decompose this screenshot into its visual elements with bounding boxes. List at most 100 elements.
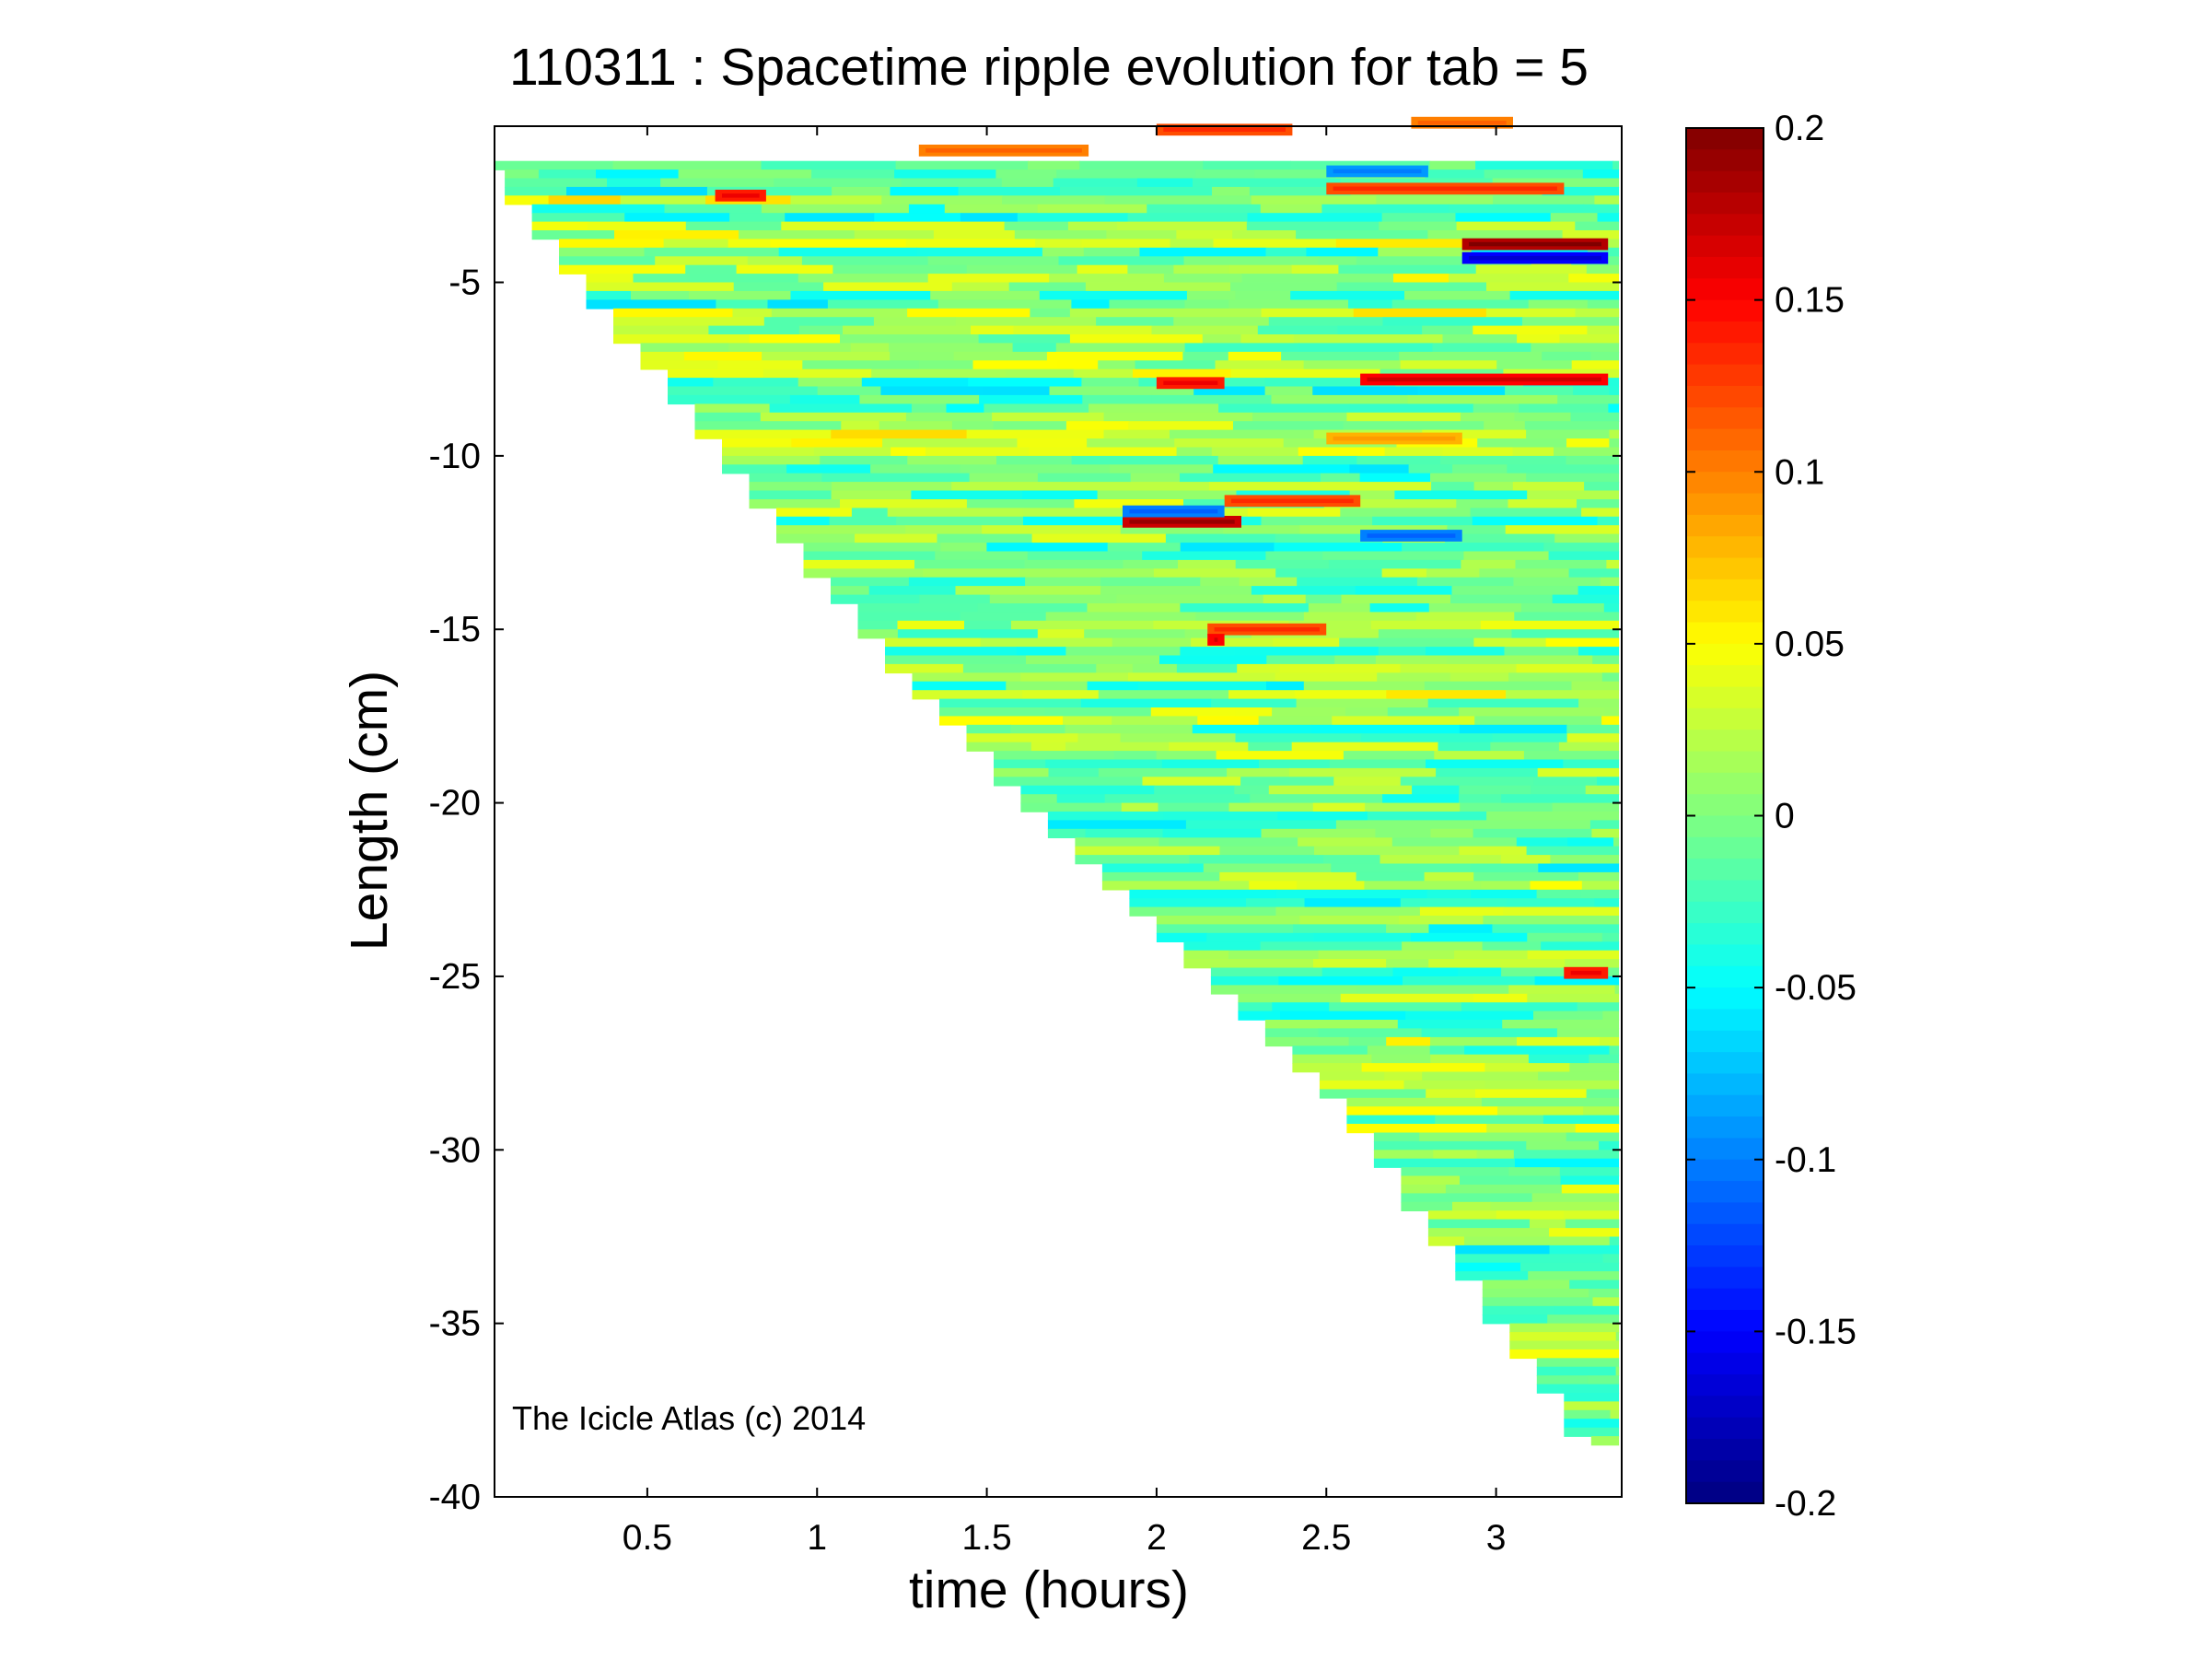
- heatmap-cell: [1613, 837, 1620, 847]
- heatmap-cell: [1200, 577, 1240, 587]
- heatmap-cell: [1516, 837, 1568, 847]
- heatmap-cell: [1455, 1254, 1604, 1264]
- heatmap-cell: [1493, 195, 1596, 205]
- heatmap-cell: [1531, 785, 1587, 795]
- heatmap-cell: [771, 308, 908, 318]
- heatmap-cell: [1240, 334, 1295, 345]
- heatmap-cell: [1101, 871, 1221, 882]
- heatmap-cell: [1103, 429, 1170, 439]
- heatmap-cell: [1289, 767, 1437, 778]
- colorbar-band: [1686, 1138, 1764, 1161]
- heatmap-cell: [1142, 551, 1267, 561]
- heatmap-cell: [912, 672, 1022, 683]
- heatmap-cell: [1436, 767, 1539, 778]
- heatmap-highlight-core: [1333, 169, 1422, 174]
- heatmap-cell: [1422, 429, 1527, 439]
- heatmap-cell: [978, 334, 1071, 345]
- colorbar-band: [1686, 987, 1764, 1011]
- heatmap-cell: [1590, 351, 1620, 362]
- x-tick-label: 1: [807, 1518, 827, 1558]
- heatmap-cell: [820, 455, 909, 466]
- heatmap-cell: [548, 195, 622, 205]
- y-tick-label: -35: [429, 1304, 481, 1344]
- heatmap-cell: [996, 455, 1073, 466]
- heatmap-cell: [1459, 785, 1532, 795]
- y-tick-label: -10: [429, 437, 481, 476]
- heatmap-cell: [1110, 464, 1214, 474]
- colorbar-band: [1686, 815, 1764, 838]
- colorbar-tick-label: -0.05: [1775, 968, 1857, 1008]
- heatmap-cell: [685, 264, 738, 275]
- heatmap-cell: [1337, 325, 1423, 335]
- heatmap-cell: [1017, 213, 1129, 223]
- heatmap-highlight-core: [1163, 380, 1218, 385]
- heatmap-cell: [1384, 447, 1444, 457]
- heatmap-cell: [1513, 577, 1601, 587]
- heatmap-cell: [1492, 733, 1568, 743]
- heatmap-cell: [1373, 1132, 1420, 1142]
- heatmap-cell: [977, 603, 1089, 613]
- heatmap-cell: [781, 221, 872, 231]
- heatmap-cell: [896, 516, 1024, 526]
- heatmap-cell: [1039, 290, 1101, 301]
- heatmap-cell: [749, 490, 832, 500]
- heatmap-cell: [1361, 733, 1494, 743]
- heatmap-cell: [763, 317, 875, 327]
- heatmap-cell: [1079, 160, 1205, 170]
- colorbar-tick-label: 0.2: [1775, 109, 1824, 148]
- heatmap-highlight-core: [1129, 508, 1218, 514]
- heatmap-cell: [1514, 412, 1572, 422]
- heatmap-cell: [1516, 663, 1620, 674]
- heatmap-cell: [1203, 863, 1333, 873]
- heatmap-cell: [1372, 516, 1473, 526]
- heatmap-cell: [1275, 568, 1383, 578]
- heatmap-cell: [1303, 360, 1402, 370]
- heatmap-cell: [1412, 785, 1461, 795]
- heatmap-cell: [905, 239, 1036, 249]
- heatmap-cell: [1112, 716, 1199, 726]
- heatmap-cell: [951, 482, 1061, 492]
- heatmap-cell: [620, 195, 706, 205]
- heatmap-cell: [749, 482, 832, 492]
- heatmap-cell: [1313, 932, 1412, 942]
- heatmap-cell: [874, 213, 961, 223]
- heatmap-cell: [668, 386, 819, 396]
- heatmap-cell: [907, 455, 997, 466]
- heatmap-cell: [1230, 282, 1338, 292]
- heatmap-cell: [774, 178, 902, 188]
- heatmap-cell: [1349, 403, 1474, 414]
- heatmap-cell: [1056, 794, 1106, 804]
- colorbar-band: [1686, 472, 1764, 495]
- heatmap-cell: [1170, 239, 1215, 249]
- heatmap-cell: [1568, 274, 1620, 284]
- heatmap-cell: [1507, 464, 1620, 474]
- heatmap-cell: [1012, 343, 1057, 353]
- heatmap-cell: [694, 403, 771, 414]
- heatmap-cell: [907, 308, 1031, 318]
- heatmap-cell: [1085, 828, 1164, 838]
- heatmap-cell: [1156, 932, 1207, 942]
- colorbar-band: [1686, 1331, 1764, 1354]
- heatmap-cell: [587, 221, 687, 231]
- heatmap-cell: [1583, 204, 1620, 214]
- heatmap-cell: [1581, 881, 1620, 891]
- colorbar-tick-label: 0.15: [1775, 281, 1845, 321]
- heatmap-cell: [1482, 1289, 1589, 1299]
- heatmap-cell: [992, 412, 1105, 422]
- heatmap-cell: [831, 577, 910, 587]
- heatmap-cell: [1427, 1219, 1531, 1229]
- heatmap-cell: [953, 351, 1048, 362]
- heatmap-cell: [1142, 777, 1241, 787]
- heatmap-cell: [1484, 1080, 1620, 1091]
- heatmap-cell: [1183, 941, 1262, 952]
- colorbar-band: [1686, 686, 1764, 709]
- heatmap-cell: [1202, 334, 1242, 345]
- heatmap-cell: [1349, 464, 1410, 474]
- heatmap-cell: [1321, 967, 1394, 977]
- heatmap-cell: [840, 334, 980, 345]
- heatmap-cell: [1367, 812, 1487, 822]
- heatmap-cell: [644, 247, 780, 257]
- heatmap-cell: [640, 360, 719, 370]
- heatmap-cell: [750, 334, 841, 345]
- colorbar-band: [1686, 557, 1764, 580]
